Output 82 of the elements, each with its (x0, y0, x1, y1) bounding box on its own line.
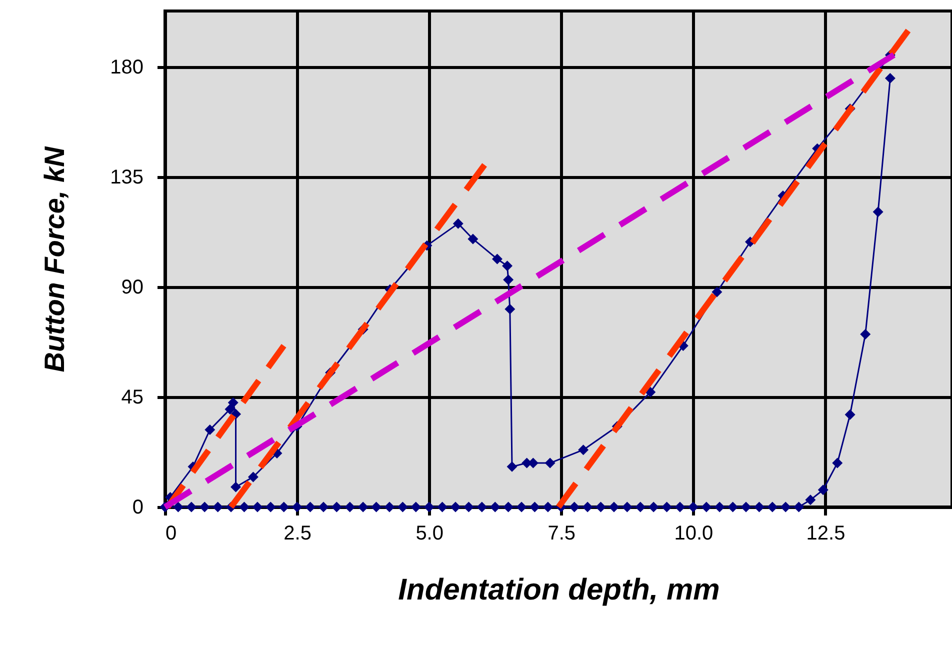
point (397, 502, 408, 512)
point (410, 502, 422, 512)
point (318, 502, 329, 512)
point (358, 502, 368, 512)
x-tick-label: 10.0 (674, 522, 714, 544)
point (468, 234, 478, 244)
point (452, 218, 464, 229)
point (688, 502, 698, 512)
point (818, 484, 828, 496)
point (578, 444, 589, 456)
point (224, 404, 236, 415)
y-tick-label: 45 (121, 386, 144, 409)
point (582, 502, 593, 512)
point (248, 472, 258, 482)
point (832, 458, 843, 468)
point (860, 329, 871, 340)
x-tick-label: 5.0 (416, 522, 444, 544)
point (506, 461, 518, 472)
point (384, 502, 395, 512)
x-axis-title: Indentation depth, mm (398, 574, 720, 606)
point (502, 260, 513, 272)
point (463, 502, 474, 512)
x-tick-label: 2.5 (284, 522, 312, 544)
point (884, 72, 896, 84)
point (450, 502, 461, 512)
point (265, 502, 276, 512)
point (490, 502, 500, 512)
point (780, 502, 791, 512)
point (424, 502, 434, 512)
point (204, 424, 216, 436)
point (608, 502, 620, 512)
point (645, 386, 656, 398)
y-tick-label: 0 (132, 496, 144, 518)
point (492, 254, 502, 264)
point (844, 409, 856, 420)
point (292, 502, 302, 512)
point (635, 502, 646, 512)
point (794, 502, 804, 512)
point (529, 502, 540, 512)
point (740, 502, 752, 512)
point (305, 502, 316, 512)
point (701, 502, 712, 512)
point (212, 502, 224, 512)
point (569, 502, 580, 512)
point (503, 274, 514, 286)
x-tick-label: 0 (166, 522, 177, 544)
point (504, 304, 516, 314)
point (872, 206, 884, 218)
point (252, 502, 263, 512)
point (503, 502, 514, 512)
point (172, 502, 184, 512)
point (230, 482, 242, 492)
point (714, 502, 725, 512)
point (662, 502, 672, 512)
point (805, 494, 816, 506)
point (674, 502, 686, 512)
point (622, 502, 632, 512)
point (238, 502, 250, 512)
y-axis-title: Button Force, kN (39, 146, 70, 372)
point (331, 502, 342, 512)
point (712, 286, 722, 298)
point (544, 458, 556, 468)
point (648, 502, 659, 512)
y-tick-label: 135 (110, 166, 144, 189)
point (437, 502, 448, 512)
point (199, 502, 210, 512)
y-tick-label: 90 (121, 276, 144, 299)
point (186, 502, 197, 512)
point (754, 502, 764, 512)
point (371, 502, 382, 512)
x-tick-label: 12.5 (806, 522, 846, 544)
point (767, 502, 778, 512)
y-tick-label: 180 (110, 56, 144, 79)
point (596, 502, 606, 512)
point (278, 502, 290, 512)
point (344, 502, 356, 512)
point (728, 502, 738, 512)
point (476, 502, 488, 512)
point (542, 502, 554, 512)
point (228, 397, 238, 408)
x-tick-label: 7.5 (548, 522, 576, 544)
point (516, 502, 527, 512)
